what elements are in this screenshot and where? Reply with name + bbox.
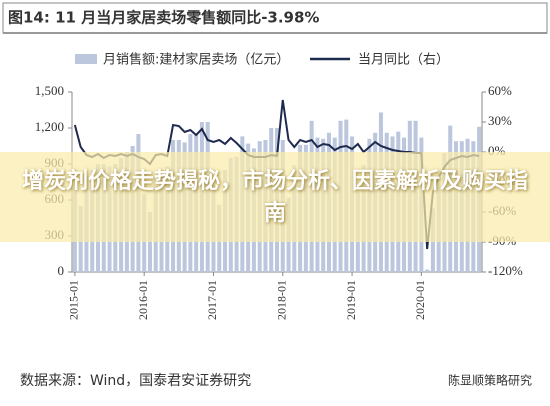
chart-title: 图14: 11 月当月家居卖场零售额同比-3.98% [8,9,319,27]
y-tick-label: 1,200 [35,119,64,134]
title-box [2,2,548,34]
overlay-banner: 增炭剂价格走势揭秘，市场分析、因素解析及购买指南 [0,152,550,242]
y2-tick-label: 60% [488,83,512,98]
y-tick-label: 1,500 [35,83,64,98]
x-tick-label: 2016-01 [136,280,150,320]
legend-label: 当月同比（右） [358,53,449,68]
source: 数据来源：Wind，国泰君安证券研究 [20,373,251,389]
x-tick-label: 2019-01 [344,280,358,320]
x-tick-label: 2017-01 [205,280,219,320]
x-tick-label: 2018-01 [275,280,289,320]
headline: 增炭剂价格走势揭秘，市场分析、因素解析及购买指南 [21,169,528,226]
legend-swatch [75,54,97,64]
y2-tick-label: 30% [488,113,512,128]
legend-label: 月销售额:建材家居卖场（亿元） [103,52,289,68]
x-tick-label: 2020-01 [413,280,427,320]
bar [147,212,152,272]
y2-tick-label: -120% [488,263,523,278]
watermark: 陈显顺策略研究 [448,373,532,388]
x-tick-label: 2015-01 [67,280,81,320]
y-tick-label: 0 [58,263,65,278]
bar [425,269,430,272]
